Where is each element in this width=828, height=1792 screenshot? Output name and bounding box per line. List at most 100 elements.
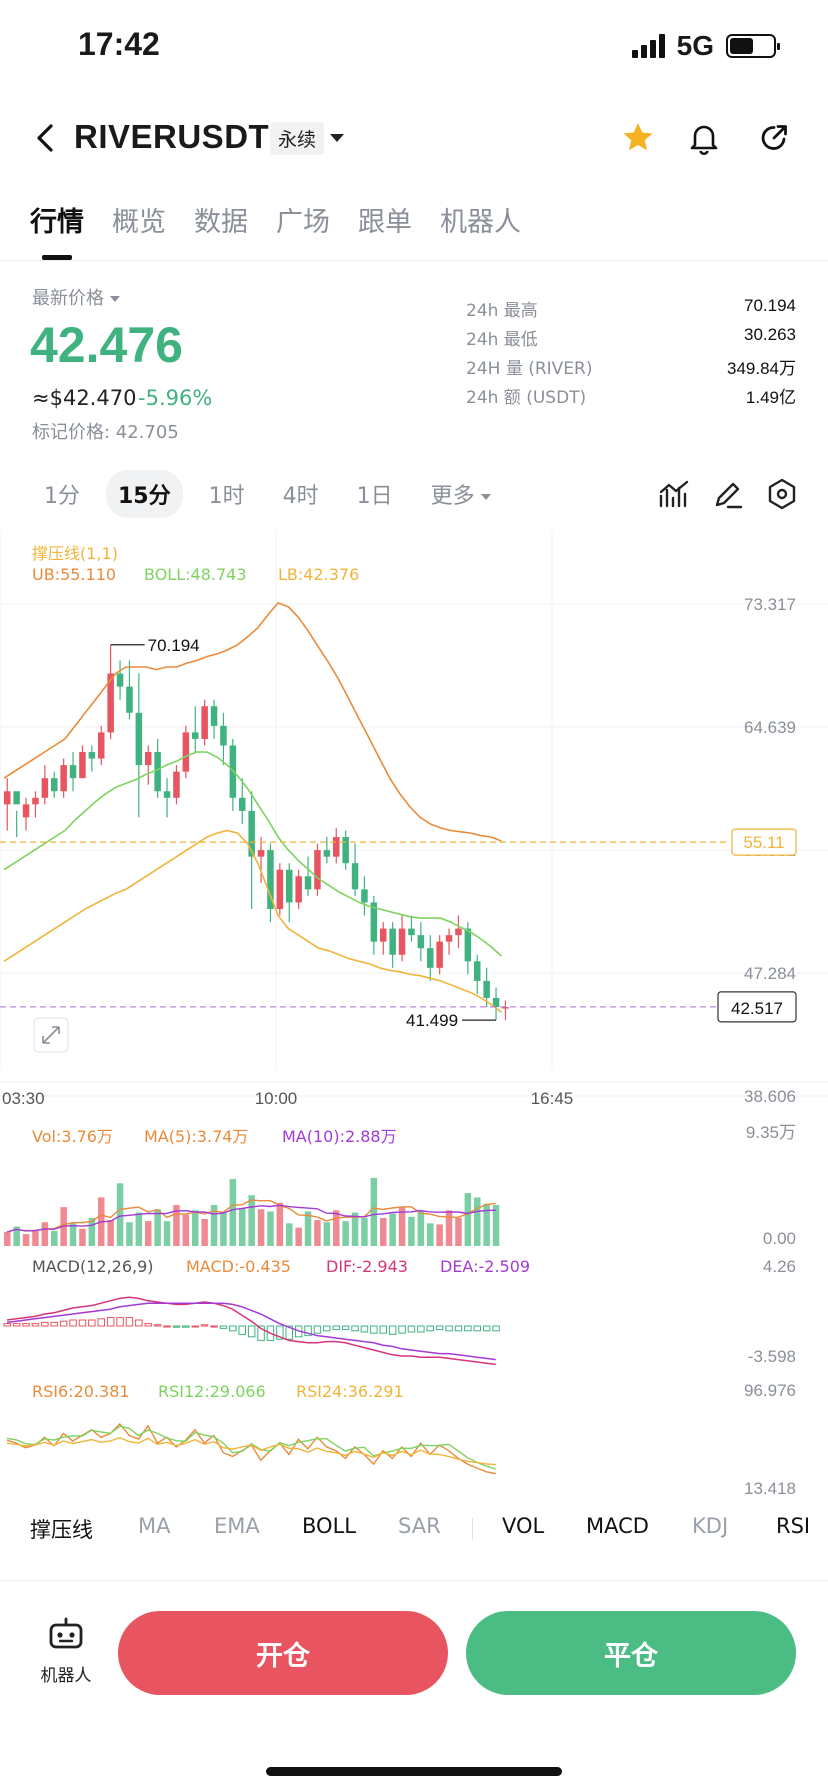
candle-body <box>492 997 500 1008</box>
kline-chart-area[interactable]: 73.31764.63955.96147.28438.60655.1142.51… <box>0 530 828 1500</box>
macd-histogram-bar <box>191 1325 199 1328</box>
stat-key: 24h 最高 <box>466 301 538 321</box>
boll-mid-legend: BOLL:48.743 <box>144 565 247 584</box>
macd-histogram-bar <box>266 1325 275 1341</box>
indicator-tab-macd[interactable]: MACD <box>586 1514 649 1538</box>
price-change-pct: -5.96% <box>138 386 213 410</box>
candle-body <box>276 869 284 909</box>
tab-market[interactable]: 行情 <box>30 200 84 260</box>
volume-bar <box>182 1214 190 1246</box>
macd-histogram-bar <box>97 1318 105 1327</box>
volume-bar <box>107 1220 114 1246</box>
interval-1d[interactable]: 1日 <box>356 484 393 509</box>
star-icon[interactable] <box>618 118 658 158</box>
close-position-button[interactable]: 平仓 <box>466 1611 796 1695</box>
macd-histogram-bar <box>473 1325 481 1332</box>
macd-histogram-bar <box>257 1325 265 1341</box>
indicator-tab-ma[interactable]: MA <box>138 1514 171 1538</box>
low-marker-value: 41.499 <box>406 1011 458 1030</box>
volume-bar <box>257 1209 265 1246</box>
candle-body <box>483 980 490 998</box>
candle-body <box>464 928 472 962</box>
bell-icon[interactable] <box>684 118 724 158</box>
last-price-label[interactable]: 最新价格 <box>32 284 120 310</box>
candle-body <box>107 673 114 733</box>
signal-icon <box>631 34 665 58</box>
pencil-icon[interactable] <box>710 476 746 512</box>
macd-axis-bottom: -3.598 <box>748 1347 796 1366</box>
pair-switch-caret-icon[interactable] <box>330 134 344 142</box>
open-position-button[interactable]: 开仓 <box>118 1611 448 1695</box>
contract-badge: 永续 <box>270 122 325 155</box>
candle-body <box>201 706 208 739</box>
indicator-chart-icon[interactable] <box>656 476 692 512</box>
interval-bar: 1分 15分 1时 4时 1日 更多 <box>32 470 503 518</box>
interval-4h[interactable]: 4时 <box>282 484 319 509</box>
indicator-tab-rsi[interactable]: RSI <box>776 1514 811 1538</box>
last-price: 42.476 <box>30 317 183 373</box>
time-axis-label: 03:30 <box>2 1089 45 1108</box>
share-icon[interactable] <box>754 118 794 158</box>
volume-bar <box>145 1221 152 1246</box>
tab-square[interactable]: 广场 <box>276 207 330 238</box>
back-icon[interactable] <box>26 118 66 158</box>
indicator-tab-boll[interactable]: BOLL <box>302 1514 356 1538</box>
macd-histogram-bar <box>482 1325 491 1332</box>
macd-histogram-bar <box>210 1325 218 1328</box>
kline-chart-svg[interactable]: 73.31764.63955.96147.28438.60655.1142.51… <box>0 530 828 1500</box>
indicator-tab-sar[interactable]: SAR <box>398 1514 441 1538</box>
settings-hexagon-icon[interactable] <box>764 476 800 512</box>
candle-body <box>333 837 340 857</box>
home-indicator <box>266 1767 562 1776</box>
macd-histogram-bar <box>464 1325 472 1332</box>
volume-bar <box>220 1212 227 1246</box>
candle-body <box>351 863 359 890</box>
tab-overview[interactable]: 概览 <box>112 207 166 238</box>
interval-15m[interactable]: 15分 <box>106 470 183 518</box>
volume-bar <box>210 1204 218 1246</box>
robot-button[interactable]: 机器人 <box>30 1617 102 1686</box>
volume-bar <box>342 1221 349 1246</box>
time-axis-label: 16:45 <box>531 1089 574 1108</box>
candle-body <box>361 889 368 903</box>
stat-key: 24h 额 (USDT) <box>466 388 587 408</box>
candle-body <box>69 765 77 779</box>
interval-1h[interactable]: 1时 <box>208 484 245 509</box>
interval-more[interactable]: 更多 <box>419 470 503 518</box>
indicator-tab-vol[interactable]: VOL <box>502 1514 545 1538</box>
mark-price: 标记价格: 42.705 <box>32 422 179 443</box>
candle-body <box>436 941 443 968</box>
resistance-tag-value: 55.11 <box>743 833 784 852</box>
macd-histogram-bar <box>172 1325 181 1328</box>
tab-copytrade[interactable]: 跟单 <box>358 207 412 238</box>
volume-ma5-legend: MA(5):3.74万 <box>144 1127 249 1146</box>
macd-histogram-bar <box>59 1320 68 1327</box>
volume-axis-top: 9.35万 <box>746 1123 796 1142</box>
volume-bar <box>380 1217 387 1246</box>
volume-bar <box>116 1183 124 1246</box>
stat-value: 1.49亿 <box>745 388 796 407</box>
indicator-tab-support-resistance[interactable]: 撑压线 <box>30 1518 93 1542</box>
volume-bar <box>51 1230 58 1246</box>
indicator-tab-ema[interactable]: EMA <box>214 1514 260 1538</box>
stat-value: 70.194 <box>744 296 796 315</box>
volume-bar <box>464 1193 472 1246</box>
macd-dif: DIF:-2.943 <box>326 1257 408 1276</box>
volume-bar <box>126 1222 133 1246</box>
interval-1m[interactable]: 1分 <box>44 484 80 509</box>
volume-bar <box>248 1195 255 1246</box>
volume-bar <box>286 1223 293 1246</box>
time-axis-label: 10:00 <box>255 1089 298 1108</box>
indicator-tab-kdj[interactable]: KDJ <box>692 1514 729 1538</box>
macd-histogram-bar <box>106 1317 115 1327</box>
tab-data[interactable]: 数据 <box>194 207 248 238</box>
pair-title[interactable]: RIVERUSDT <box>74 118 270 155</box>
volume-bar <box>4 1231 11 1246</box>
volume-bar <box>398 1207 406 1246</box>
candle-body <box>60 765 67 792</box>
volume-bar <box>417 1210 425 1246</box>
boll-middle-line <box>3 751 502 957</box>
tab-robot[interactable]: 机器人 <box>440 207 521 238</box>
candle-body <box>502 1007 509 1009</box>
volume-bar <box>229 1179 237 1246</box>
